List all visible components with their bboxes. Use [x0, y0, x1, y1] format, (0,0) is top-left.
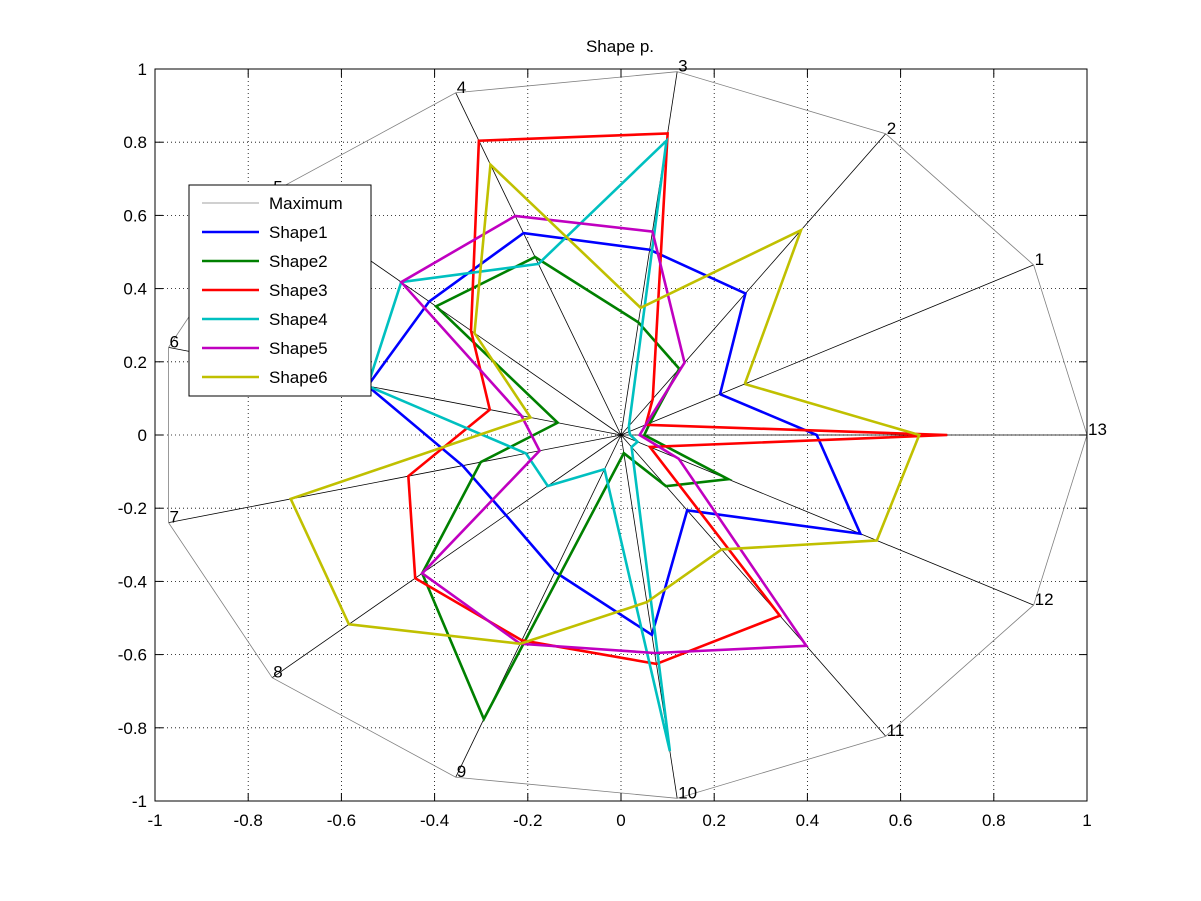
- spoke-label-10: 10: [678, 783, 697, 802]
- spoke-label-11: 11: [887, 721, 905, 740]
- x-tick-label: 0.2: [702, 811, 726, 830]
- spoke-label-7: 7: [170, 508, 179, 527]
- y-tick-label: 0.6: [123, 206, 147, 225]
- legend-label-shape3: Shape3: [269, 281, 328, 300]
- y-tick-labels: 1 0.8 0.6 0.4 0.2 0 -0.2 -0.4 -0.6 -0.8 -1: [118, 60, 147, 811]
- legend-label-shape1: Shape1: [269, 223, 328, 242]
- series-shape5: [399, 214, 809, 655]
- x-tick-label: 1: [1082, 811, 1091, 830]
- y-tick-label: 0.4: [123, 280, 147, 299]
- spoke-12: [620, 434, 1034, 606]
- x-tick-label: -0.2: [513, 811, 542, 830]
- spoke-label-2: 2: [887, 119, 896, 138]
- legend-label-shape6: Shape6: [269, 368, 328, 387]
- legend: Maximum Shape1 Shape2 Shape3 Shape4 Shape5 Sha…: [188, 184, 372, 397]
- spoke-label-4: 4: [457, 78, 466, 97]
- spoke-label-13: 13: [1088, 420, 1107, 439]
- legend-label-shape5: Shape5: [269, 339, 328, 358]
- series-shape2: [420, 255, 733, 723]
- spoke-label-3: 3: [678, 57, 687, 76]
- series-shape3: [407, 132, 948, 666]
- spoke-label-1: 1: [1035, 250, 1044, 269]
- x-tick-label: 0.6: [889, 811, 913, 830]
- series-maximum: [168, 71, 1088, 799]
- series-shape6: [288, 161, 921, 646]
- spoke-2: [620, 133, 887, 436]
- series-shape1: [365, 231, 863, 637]
- spoke-label-8: 8: [273, 663, 282, 682]
- x-tick-label: 0: [616, 811, 625, 830]
- y-tick-label: 1: [138, 60, 147, 79]
- x-tick-label: -0.6: [327, 811, 356, 830]
- spoke-label-9: 9: [457, 762, 466, 781]
- axes-frame: [154, 68, 1088, 802]
- x-tick-label: -1: [147, 811, 162, 830]
- y-tick-label: 0: [138, 426, 147, 445]
- y-tick-label: -0.6: [118, 646, 147, 665]
- x-tick-labels: -1 -0.8 -0.6 -0.4 -0.2 0 0.2 0.4 0.6 0.8 1: [147, 811, 1091, 830]
- legend-label-shape2: Shape2: [269, 252, 328, 271]
- radar-spokes: [168, 71, 1087, 799]
- y-tick-label: -0.4: [118, 572, 147, 591]
- legend-label-maximum: Maximum: [269, 194, 343, 213]
- y-tick-label: -0.8: [118, 719, 147, 738]
- spoke-labels: 12345678910111213: [170, 57, 1107, 803]
- chart-title: Shape p.: [586, 37, 654, 56]
- x-tick-label: 0.8: [982, 811, 1006, 830]
- y-tick-label: 0.2: [123, 353, 147, 372]
- spoke-1: [620, 264, 1034, 436]
- x-tick-label: -0.4: [420, 811, 449, 830]
- y-tick-label: -0.2: [118, 499, 147, 518]
- series-shape4: [366, 137, 672, 752]
- spoke-8: [271, 434, 622, 679]
- spoke-label-6: 6: [170, 332, 179, 351]
- spoke-label-12: 12: [1035, 590, 1054, 609]
- y-tick-label: 0.8: [123, 133, 147, 152]
- y-tick-label: -1: [132, 792, 147, 811]
- spoke-7: [168, 434, 622, 523]
- series-lines: [168, 71, 1088, 799]
- legend-label-shape4: Shape4: [269, 310, 328, 329]
- x-tick-label: 0.4: [796, 811, 820, 830]
- x-tick-label: -0.8: [234, 811, 263, 830]
